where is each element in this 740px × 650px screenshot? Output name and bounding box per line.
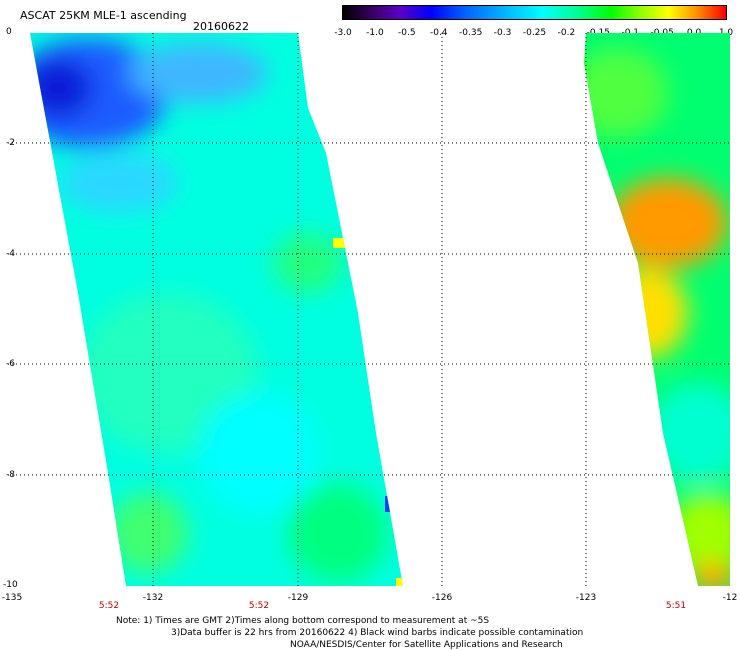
colorbar-tick-label: -0.35: [459, 28, 483, 38]
colorbar: [342, 5, 727, 20]
swath-right: [584, 33, 730, 586]
map-grid: [8, 33, 730, 586]
lat-label-0: 0: [6, 27, 12, 37]
time-label-3: 5:51: [665, 601, 687, 611]
map-plot: [8, 33, 730, 586]
time-label-1: 5:52: [98, 601, 120, 611]
lat-label-minus2: -2: [6, 138, 15, 148]
lon-label-minus123: -123: [575, 593, 597, 603]
colorbar-tick-label: -1.0: [366, 28, 384, 38]
note-line-3: NOAA/NESDIS/Center for Satellite Applica…: [290, 640, 563, 650]
lon-label-minus126: -126: [431, 593, 453, 603]
lat-label-minus10: -10: [3, 580, 18, 590]
lon-label-minus12: -12: [722, 593, 738, 603]
colorbar-tick-label: -3.0: [334, 28, 352, 38]
lon-label-minus135: -135: [1, 593, 23, 603]
colorbar-tick-label: -0.3: [493, 28, 512, 38]
lon-label-minus129: -129: [287, 593, 309, 603]
time-label-2: 5:52: [248, 601, 270, 611]
colorbar-tick-label: -0.5: [398, 28, 416, 38]
lat-label-minus6: -6: [6, 359, 15, 369]
colorbar-tick-label: -0.2: [557, 28, 576, 38]
swath-left: [30, 33, 403, 586]
map-date: 20160622: [193, 20, 249, 33]
colorbar-tick-label: -0.25: [522, 28, 547, 38]
note-line-2: 3)Data buffer is 22 hrs from 20160622 4)…: [171, 628, 584, 638]
lat-label-minus4: -4: [6, 249, 15, 259]
map-title: ASCAT 25KM MLE-1 ascending: [20, 9, 187, 22]
colorbar-tick-label: -0.4: [429, 28, 448, 38]
lon-label-minus132: -132: [142, 593, 164, 603]
lat-label-minus8: -8: [6, 470, 15, 480]
note-line-1: Note: 1) Times are GMT 2)Times along bot…: [116, 616, 490, 626]
